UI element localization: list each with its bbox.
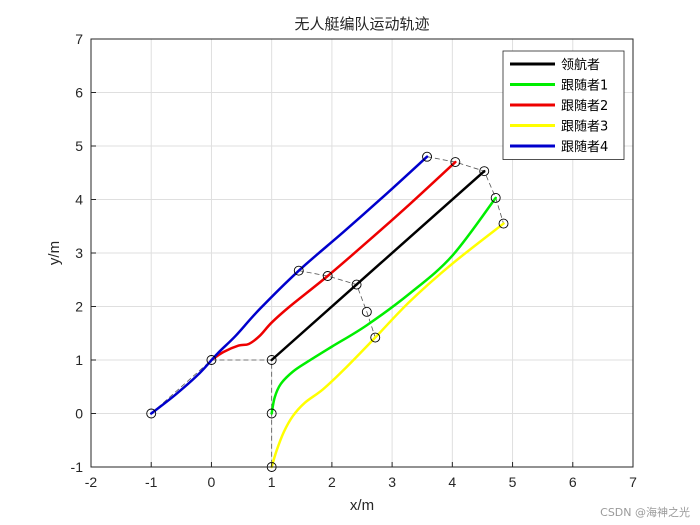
x-tick-label: 0 <box>208 474 216 490</box>
legend-label-2: 跟随者1 <box>561 79 608 94</box>
x-tick-label: -1 <box>145 474 158 490</box>
mid-marker <box>293 265 304 276</box>
series-line-5 <box>149 155 429 415</box>
mid-marker <box>370 332 381 343</box>
y-axis-label: y/m <box>46 241 63 265</box>
start-marker <box>266 355 277 365</box>
mid-marker <box>351 279 362 290</box>
series-line-2 <box>270 196 497 415</box>
legend-label-4: 跟随者3 <box>561 120 608 135</box>
y-tick-label: 3 <box>75 245 83 261</box>
y-tick-label: 4 <box>75 192 83 208</box>
y-tick-label: -1 <box>71 459 84 475</box>
series-lines <box>149 155 505 469</box>
end-marker <box>479 166 490 177</box>
x-tick-label: 2 <box>328 474 336 490</box>
y-tick-label: 2 <box>75 299 83 315</box>
end-marker <box>498 218 509 229</box>
y-tick-label: 6 <box>75 85 83 101</box>
legend-label-5: 跟随者4 <box>561 140 608 155</box>
start-marker <box>146 408 157 419</box>
start-marker <box>266 408 277 419</box>
end-marker <box>450 157 461 168</box>
mid-marker <box>322 271 333 281</box>
watermark-text: CSDN @海神之光 <box>600 505 690 519</box>
x-tick-label: 6 <box>569 474 577 490</box>
mid-marker <box>361 306 372 317</box>
x-tick-label: 3 <box>388 474 396 490</box>
x-tick-label: 5 <box>509 474 517 490</box>
chart-title: 无人艇编队运动轨迹 <box>294 15 429 33</box>
series-line-3 <box>210 160 457 362</box>
y-tick-label: 5 <box>75 138 83 154</box>
x-tick-label: -2 <box>85 474 98 490</box>
y-tick-label: 0 <box>75 406 83 422</box>
x-tick-label: 7 <box>629 474 637 490</box>
start-marker <box>206 355 217 365</box>
end-marker <box>490 192 501 203</box>
legend-label-1: 领航者 <box>561 57 600 73</box>
y-tick-label: 1 <box>75 352 83 368</box>
x-tick-label: 4 <box>448 474 456 490</box>
x-tick-label: 1 <box>268 474 276 490</box>
end-marker <box>422 151 432 162</box>
formation-link-start-extra <box>150 359 212 414</box>
formation-link-start <box>211 359 273 467</box>
x-axis-label: x/m <box>350 497 374 514</box>
legend-label-3: 跟随者2 <box>561 99 608 114</box>
series-line-4 <box>270 222 505 469</box>
y-tick-label: 7 <box>75 31 83 47</box>
series-line-1 <box>270 169 486 362</box>
